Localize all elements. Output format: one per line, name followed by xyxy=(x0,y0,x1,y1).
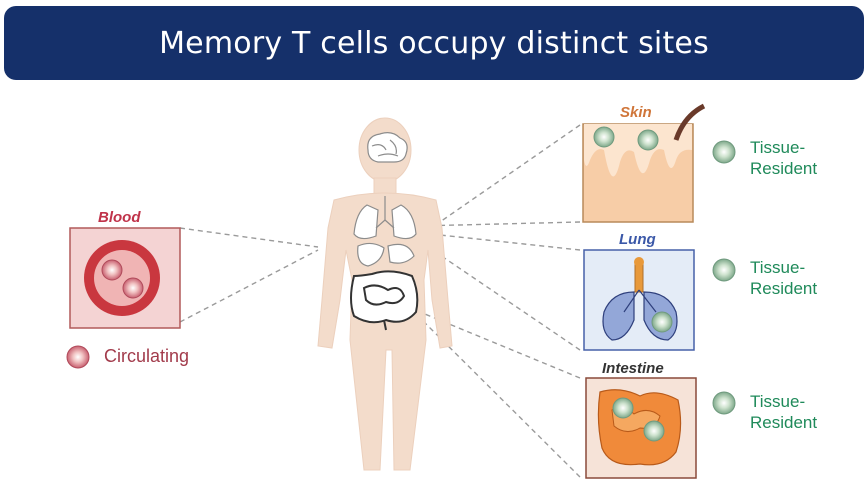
resident-cell xyxy=(651,311,673,333)
resident-cell xyxy=(612,397,634,419)
legend-line: Tissue- xyxy=(750,138,806,157)
skin-resident-legend-text: Tissue- Resident xyxy=(750,137,817,179)
legend-line: Resident xyxy=(750,279,818,298)
circulating-legend-text: Circulating xyxy=(104,346,190,366)
connector-lung-upper xyxy=(411,231,581,251)
skin-label: Skin xyxy=(620,104,652,121)
intestine-panel xyxy=(585,377,697,479)
intestine-resident-legend-text: Tissue- Resident xyxy=(750,391,817,433)
intestine-resident-legend-icon xyxy=(712,391,736,415)
connector-skin-upper xyxy=(439,124,581,223)
resident-cell xyxy=(643,420,665,442)
abdominal-organs-icon xyxy=(357,242,415,267)
circulating-legend-icon xyxy=(66,345,90,369)
skin-resident-legend-icon xyxy=(712,140,736,164)
brain-icon xyxy=(367,132,408,163)
intestine-label: Intestine xyxy=(602,360,664,377)
hair-shape xyxy=(673,103,706,141)
lungs-organ-icon xyxy=(353,196,417,240)
torso-shape xyxy=(317,192,453,471)
title-banner: Memory T cells occupy distinct sites xyxy=(4,6,864,80)
lung-resident-legend-icon xyxy=(712,258,736,282)
legend-line: Resident xyxy=(750,413,818,432)
legend-line: Tissue- xyxy=(750,258,806,277)
connector-blood-upper xyxy=(179,227,319,248)
connector-skin-lower xyxy=(417,221,581,227)
connector-intestine-lower xyxy=(419,317,581,478)
connector-blood-lower xyxy=(179,249,319,323)
blood-label: Blood xyxy=(98,209,141,226)
connector-lung-lower xyxy=(411,235,581,351)
human-body-figure xyxy=(317,117,453,471)
resident-cell xyxy=(593,126,615,148)
circulating-cell xyxy=(122,277,144,299)
lung-panel xyxy=(583,249,695,351)
page-title: Memory T cells occupy distinct sites xyxy=(159,25,709,61)
intestines-organ-icon xyxy=(350,270,419,331)
circulating-cell xyxy=(101,259,123,281)
skin-panel xyxy=(582,103,706,223)
blood-vessel-panel xyxy=(69,227,181,329)
legend-line: Tissue- xyxy=(750,392,806,411)
lung-resident-legend-text: Tissue- Resident xyxy=(750,257,817,299)
resident-cell xyxy=(637,129,659,151)
legend-line: Resident xyxy=(750,159,818,178)
lung-label: Lung xyxy=(619,231,656,248)
